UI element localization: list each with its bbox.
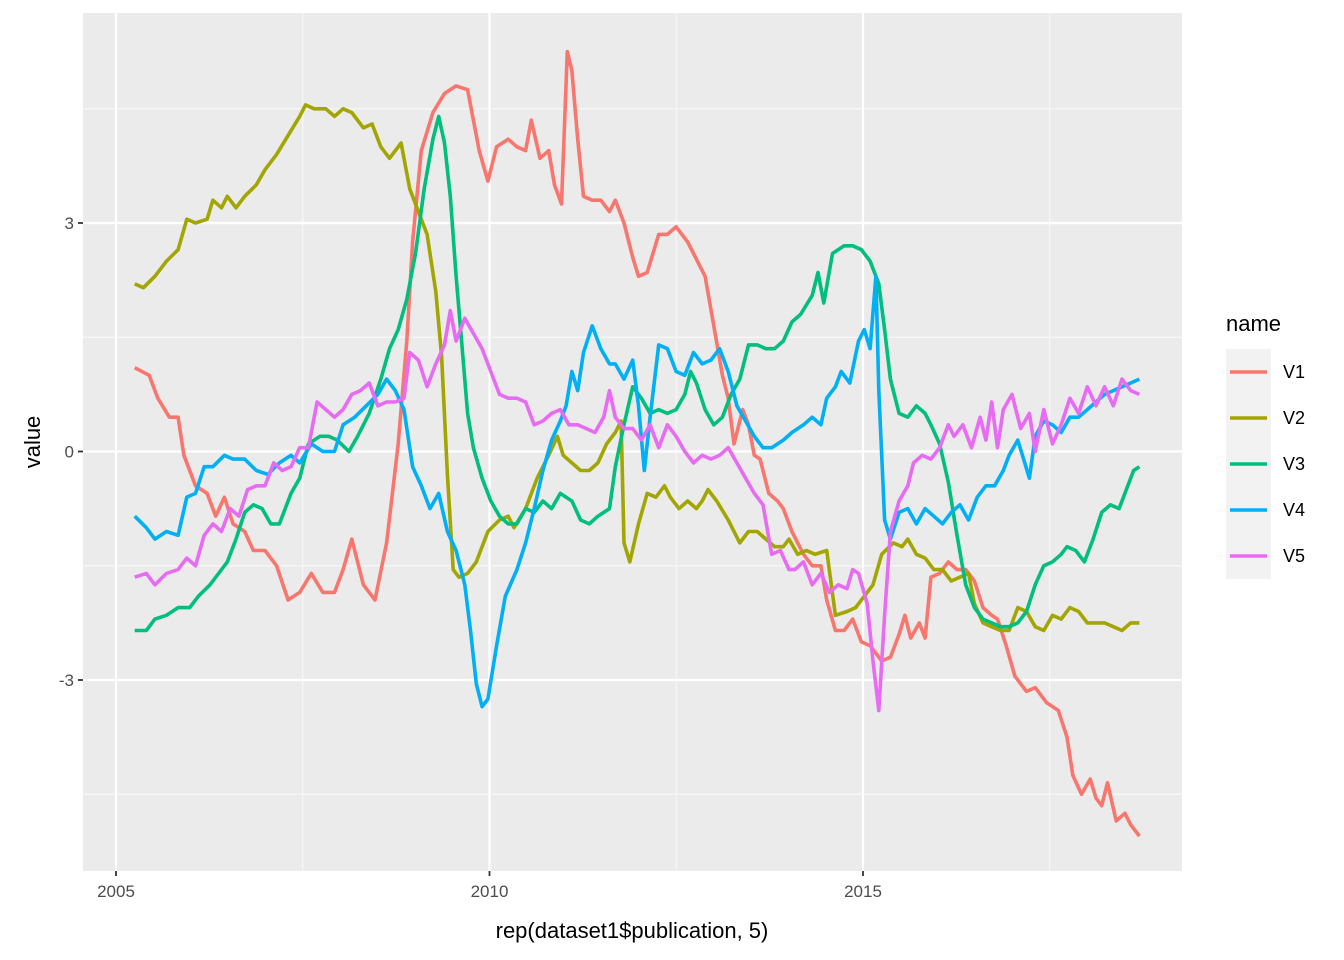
- x-axis: 2005 2010 2015: [97, 871, 882, 901]
- legend-label-v1: V1: [1283, 362, 1305, 382]
- series-line-v1: [133, 49, 1141, 838]
- series-lines: [133, 49, 1141, 838]
- x-tick-label: 2010: [471, 882, 509, 901]
- y-tick-label: -3: [59, 671, 74, 690]
- x-tick-label: 2015: [844, 882, 882, 901]
- legend-label-v2: V2: [1283, 408, 1305, 428]
- y-axis-title: value: [20, 416, 45, 469]
- series-line-v4: [133, 274, 1141, 709]
- legend-label-v4: V4: [1283, 500, 1305, 520]
- y-axis: -3 0 3: [59, 214, 83, 690]
- series-line-v5: [134, 308, 1141, 713]
- legend: name V1 V2 V3 V4 V5: [1226, 311, 1305, 579]
- series-line-v3: [134, 114, 1141, 633]
- y-tick-label: 0: [65, 443, 74, 462]
- y-tick-label: 3: [65, 214, 74, 233]
- x-axis-title: rep(dataset1$publication, 5): [496, 918, 769, 943]
- legend-title: name: [1226, 311, 1281, 336]
- major-gridlines: [83, 13, 1182, 871]
- minor-gridlines: [83, 13, 1182, 871]
- legend-label-v3: V3: [1283, 454, 1305, 474]
- x-tick-label: 2005: [97, 882, 135, 901]
- legend-label-v5: V5: [1283, 546, 1305, 566]
- series-line-v2: [133, 103, 1140, 633]
